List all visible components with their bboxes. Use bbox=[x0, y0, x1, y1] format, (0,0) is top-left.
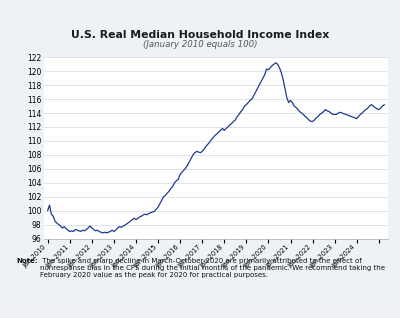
Text: U.S. Real Median Household Income Index: U.S. Real Median Household Income Index bbox=[71, 30, 329, 40]
Text: Note:: Note: bbox=[16, 258, 38, 264]
Text: The spike and sharp decline in March-October 2020 are primarily attributed to th: The spike and sharp decline in March-Oct… bbox=[40, 258, 385, 278]
Text: (January 2010 equals 100): (January 2010 equals 100) bbox=[143, 40, 257, 49]
